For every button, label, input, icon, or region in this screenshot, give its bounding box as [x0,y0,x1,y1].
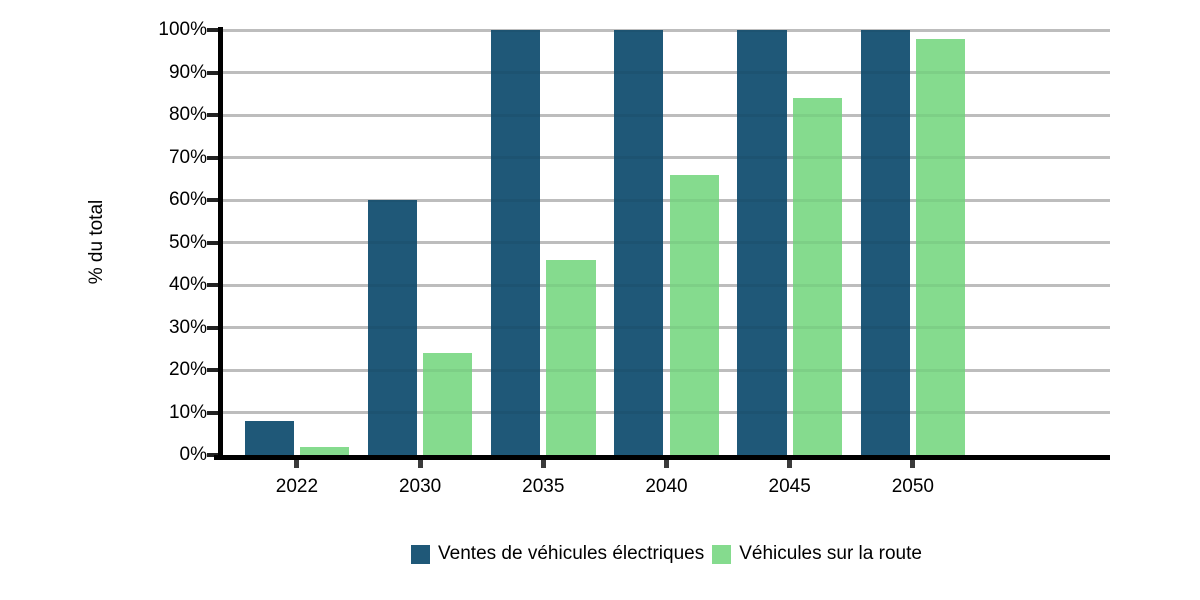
y-tick [207,283,218,287]
x-tick-label: 2050 [891,476,935,497]
x-tick [910,455,916,468]
gridline [223,71,1110,74]
x-tick [417,455,423,468]
gridline [223,28,1110,32]
y-tick [207,28,218,32]
bar-on-road-2050 [915,38,966,455]
bar-on-road-2035 [546,259,596,455]
bar-on-road-2022 [299,446,350,455]
x-tick [540,455,546,468]
bar-ev-sales-2050 [860,30,910,455]
gridline [223,156,1110,159]
y-tick-label: 10% [168,401,207,423]
gridline [223,198,1110,202]
x-tick [664,455,669,468]
y-tick [207,70,218,75]
bar-ev-sales-2022 [244,421,294,455]
legend-label-on-road: Véhicules sur la route [739,543,922,564]
gridline-overlay [223,326,1110,329]
y-tick-label: 30% [168,316,207,338]
gridline [223,113,1110,117]
y-tick-label: 80% [168,104,207,125]
x-tick-label: 2040 [645,476,688,497]
y-tick [207,410,218,415]
x-tick-label: 2022 [275,476,319,497]
x-axis-line [214,455,1110,460]
gridline-overlay [223,283,1110,287]
x-tick [787,455,793,468]
gridline [223,326,1110,329]
x-tick [294,455,300,468]
y-tick [207,453,218,457]
bar-ev-sales-2035 [490,30,541,455]
y-tick [207,198,218,202]
gridline [223,283,1110,287]
gridline-overlay [223,113,1110,117]
y-tick [207,325,218,330]
gridline [223,411,1110,414]
bar-on-road-2045 [792,98,843,455]
y-tick-label: 20% [168,359,207,380]
legend: Ventes de véhicules électriques Véhicule… [223,543,1110,565]
bar-on-road-2030 [423,353,473,455]
legend-swatch-on-road [712,544,732,564]
y-tick-label: 40% [168,274,207,295]
y-tick [207,113,218,117]
y-tick-label: 60% [168,189,207,210]
legend-swatch-ev-sales [411,544,431,564]
gridline-overlay [223,198,1110,202]
bar-ev-sales-2030 [367,200,418,455]
gridline [223,368,1110,372]
gridline-overlay [223,71,1110,74]
y-tick-label: 0% [179,444,207,465]
y-axis-line [218,27,223,460]
y-tick [207,155,218,160]
y-tick-label: 70% [168,146,207,168]
gridline-overlay [223,368,1110,372]
bar-on-road-2040 [669,174,719,455]
gridline-overlay [223,241,1110,244]
y-tick [207,368,218,372]
gridline-overlay [223,28,1110,32]
x-tick-label: 2030 [398,476,442,497]
y-tick-label: 50% [168,231,207,253]
x-tick-label: 2045 [768,476,811,497]
x-tick-label: 2035 [522,476,565,497]
legend-label-ev-sales: Ventes de véhicules électriques [438,543,705,564]
gridline [223,241,1110,244]
y-tick-label: 90% [168,61,207,83]
gridline-overlay [223,411,1110,414]
bar-ev-sales-2040 [614,30,664,455]
bar-ev-sales-2045 [737,30,787,455]
y-tick [207,240,218,245]
y-tick-label: 100% [158,19,207,40]
gridline-overlay [223,156,1110,159]
